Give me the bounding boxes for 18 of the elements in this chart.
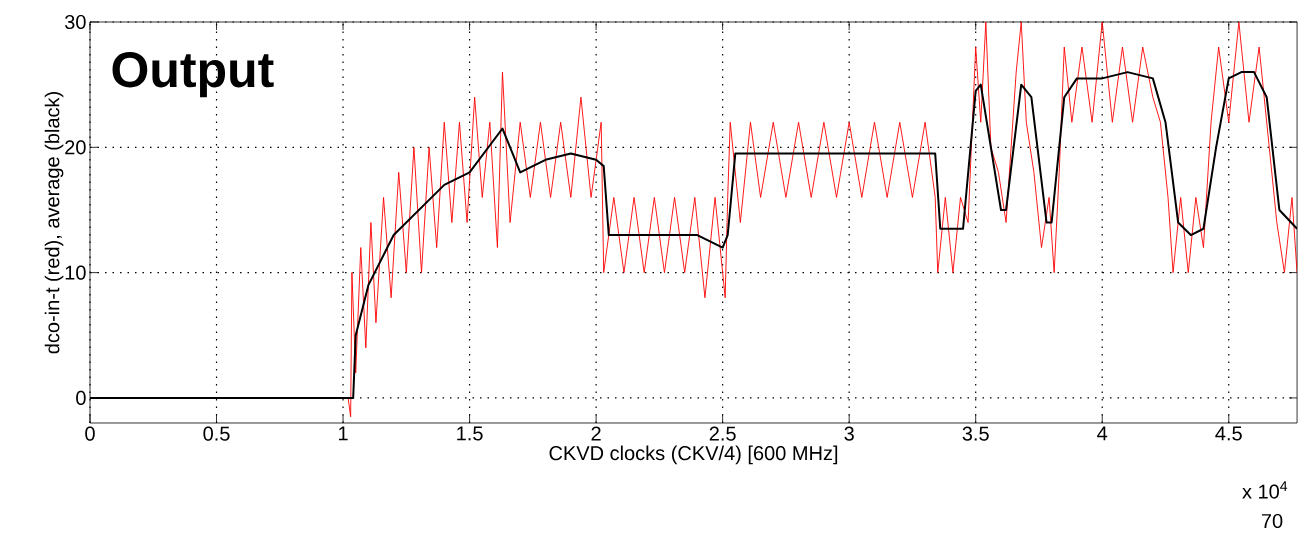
x-tick-label: 0.5	[203, 426, 230, 441]
x-tick-label: 2.5	[709, 426, 736, 441]
x-tick-label: 3.5	[962, 426, 989, 441]
x-tick-label: 1	[339, 426, 348, 441]
x-axis-title: CKVD clocks (CKV/4) [600 MHz]	[549, 445, 838, 465]
y-tick-label: 0	[76, 390, 86, 406]
annotation: Output	[112, 51, 274, 98]
text: x 10$^{4}$	[1242, 481, 1288, 499]
text: 70	[1261, 513, 1283, 529]
x-tick-label: 4	[1097, 426, 1108, 441]
x-tick-label: 2	[591, 426, 601, 441]
y-tick-label: 10	[65, 265, 86, 280]
x-tick-label: 3	[844, 426, 854, 441]
x-tick-label: 4.5	[1215, 426, 1242, 441]
x-tick-label: 1.5	[457, 426, 483, 441]
y-axis-title: dco-in-t (red), average (black)	[44, 92, 64, 354]
y-tick-label: 30	[64, 14, 86, 30]
y-tick-label: 20	[65, 140, 86, 155]
